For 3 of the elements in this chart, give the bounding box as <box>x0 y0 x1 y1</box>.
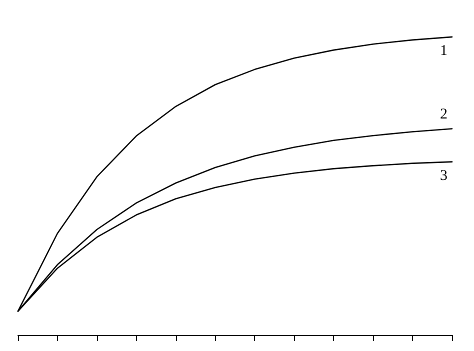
series-label: 2 <box>440 106 448 123</box>
series-label: 1 <box>440 42 448 59</box>
series-label: 3 <box>440 168 448 184</box>
